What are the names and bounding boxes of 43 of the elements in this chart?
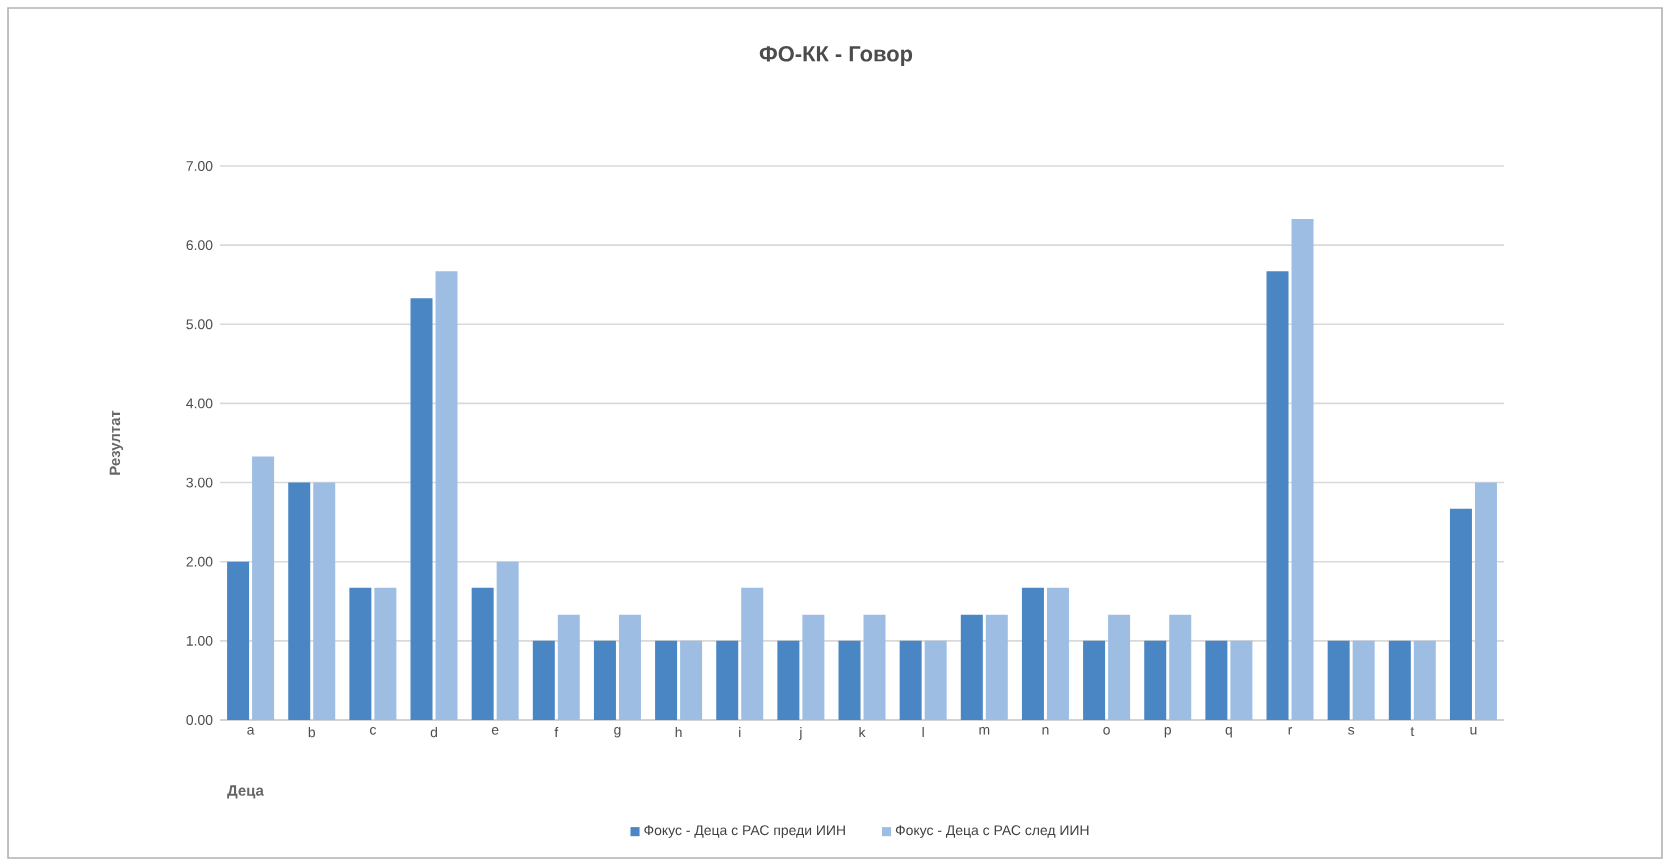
bar [1144, 640, 1167, 720]
bar [802, 614, 825, 720]
bar [1327, 640, 1350, 720]
bar [313, 482, 336, 720]
bar [1046, 587, 1069, 720]
bar [227, 561, 250, 720]
bar [410, 298, 433, 720]
bar [960, 614, 983, 720]
bar [1352, 640, 1375, 720]
bar [777, 640, 800, 720]
bar [1205, 640, 1228, 720]
bar [741, 587, 764, 720]
bar [1291, 219, 1314, 720]
bar [618, 614, 641, 720]
bar [496, 561, 519, 720]
bar [1169, 614, 1192, 720]
bar [1266, 271, 1289, 720]
bar [838, 640, 861, 720]
bar [680, 640, 703, 720]
bar [924, 640, 947, 720]
bar [471, 587, 494, 720]
bar [863, 614, 886, 720]
bar [288, 482, 311, 720]
bar [593, 640, 616, 720]
bar [1108, 614, 1131, 720]
bar [716, 640, 739, 720]
bar [1230, 640, 1253, 720]
bar [557, 614, 580, 720]
bar [899, 640, 922, 720]
bar [1021, 587, 1044, 720]
bar [435, 271, 458, 720]
bar [655, 640, 678, 720]
bar [1449, 508, 1472, 720]
bar [985, 614, 1008, 720]
bar [532, 640, 555, 720]
bar [349, 587, 372, 720]
bar [374, 587, 397, 720]
bar [1413, 640, 1436, 720]
bar [1083, 640, 1106, 720]
bar [1474, 482, 1497, 720]
bar [252, 456, 275, 720]
bar [1388, 640, 1411, 720]
chart-title: ФО-КК - Говор [759, 46, 913, 66]
